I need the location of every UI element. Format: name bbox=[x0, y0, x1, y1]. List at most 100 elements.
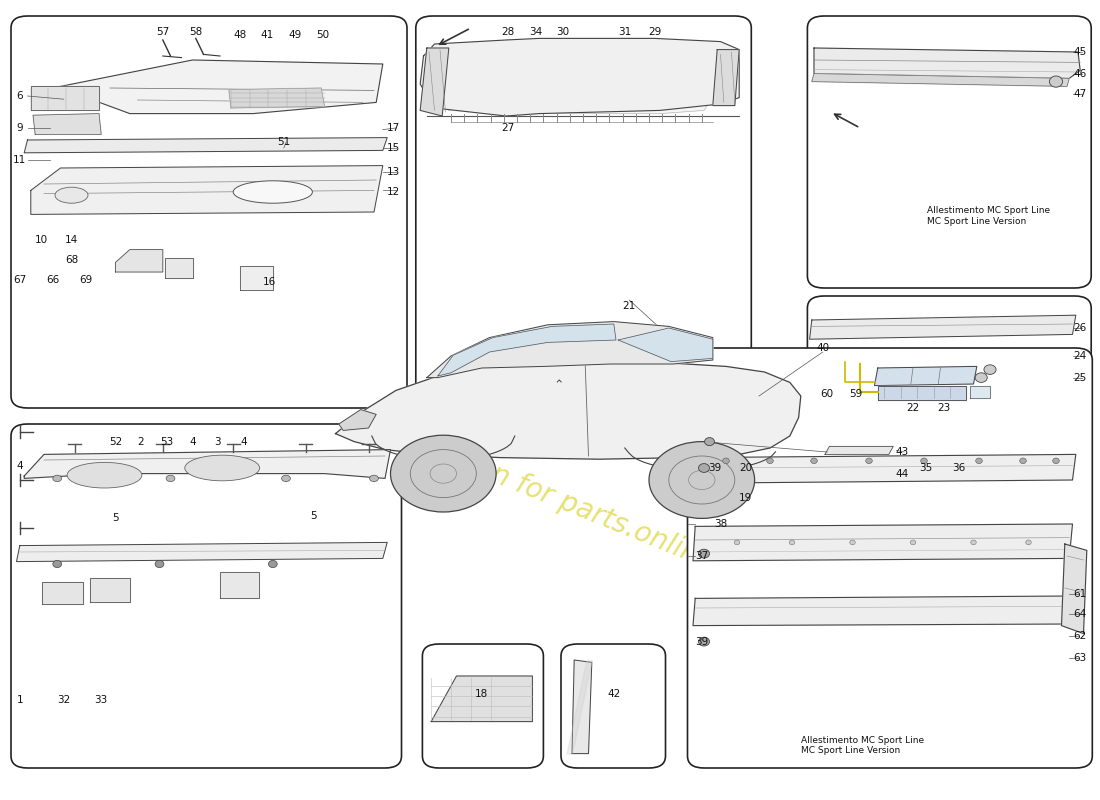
Ellipse shape bbox=[723, 458, 729, 464]
Text: 59: 59 bbox=[849, 389, 862, 398]
Polygon shape bbox=[693, 524, 1072, 561]
Polygon shape bbox=[229, 88, 324, 108]
Ellipse shape bbox=[698, 637, 710, 646]
Polygon shape bbox=[1062, 544, 1087, 634]
Ellipse shape bbox=[866, 458, 872, 464]
Polygon shape bbox=[572, 660, 592, 754]
Text: Allestimento MC Sport Line
MC Sport Line Version: Allestimento MC Sport Line MC Sport Line… bbox=[927, 206, 1050, 226]
Polygon shape bbox=[33, 114, 101, 134]
FancyBboxPatch shape bbox=[807, 296, 1091, 516]
Text: 62: 62 bbox=[1074, 631, 1087, 641]
Polygon shape bbox=[16, 542, 387, 562]
Ellipse shape bbox=[976, 458, 982, 464]
Text: 13: 13 bbox=[387, 167, 400, 177]
Ellipse shape bbox=[1049, 76, 1063, 87]
Polygon shape bbox=[240, 266, 273, 290]
Ellipse shape bbox=[735, 540, 739, 545]
FancyBboxPatch shape bbox=[422, 644, 543, 768]
FancyBboxPatch shape bbox=[688, 348, 1092, 768]
Ellipse shape bbox=[921, 458, 927, 464]
Text: 19: 19 bbox=[739, 493, 752, 502]
Polygon shape bbox=[90, 578, 130, 602]
Ellipse shape bbox=[698, 549, 710, 558]
Text: a passion for parts.online: a passion for parts.online bbox=[382, 417, 718, 575]
Text: ⌃: ⌃ bbox=[553, 379, 564, 392]
Text: 34: 34 bbox=[529, 27, 542, 37]
Ellipse shape bbox=[53, 560, 62, 568]
Text: 4: 4 bbox=[16, 461, 23, 470]
FancyBboxPatch shape bbox=[561, 644, 666, 768]
Polygon shape bbox=[825, 467, 893, 475]
Text: 27: 27 bbox=[502, 123, 515, 133]
Text: 68: 68 bbox=[65, 255, 78, 265]
Ellipse shape bbox=[282, 475, 290, 482]
Text: 15: 15 bbox=[387, 143, 400, 153]
Polygon shape bbox=[874, 366, 977, 386]
Text: 57: 57 bbox=[156, 27, 169, 37]
Text: 42: 42 bbox=[607, 690, 620, 699]
Text: 58: 58 bbox=[189, 27, 202, 37]
Ellipse shape bbox=[911, 540, 915, 545]
Polygon shape bbox=[165, 258, 192, 278]
Text: 32: 32 bbox=[57, 695, 70, 705]
Text: 20: 20 bbox=[739, 463, 752, 473]
Polygon shape bbox=[427, 322, 713, 378]
Text: 31: 31 bbox=[618, 27, 631, 37]
FancyBboxPatch shape bbox=[11, 16, 407, 408]
Text: 26: 26 bbox=[1074, 323, 1087, 333]
Text: 14: 14 bbox=[65, 235, 78, 245]
Text: 1: 1 bbox=[16, 695, 23, 705]
Polygon shape bbox=[431, 676, 532, 722]
Ellipse shape bbox=[166, 475, 175, 482]
Polygon shape bbox=[825, 446, 893, 454]
Text: 51: 51 bbox=[277, 138, 290, 147]
Polygon shape bbox=[116, 250, 163, 272]
Text: 47: 47 bbox=[1074, 90, 1087, 99]
Ellipse shape bbox=[268, 560, 277, 568]
Ellipse shape bbox=[984, 365, 997, 374]
FancyBboxPatch shape bbox=[11, 424, 402, 768]
Ellipse shape bbox=[704, 438, 715, 446]
Polygon shape bbox=[24, 450, 390, 478]
Text: 36: 36 bbox=[953, 463, 966, 473]
Text: 28: 28 bbox=[502, 27, 515, 37]
Text: 35: 35 bbox=[920, 463, 933, 473]
Circle shape bbox=[649, 442, 755, 518]
Ellipse shape bbox=[790, 540, 794, 545]
Ellipse shape bbox=[1025, 540, 1032, 545]
Text: 21: 21 bbox=[623, 301, 636, 310]
Text: 49: 49 bbox=[288, 30, 301, 40]
Text: 30: 30 bbox=[557, 27, 570, 37]
Ellipse shape bbox=[976, 373, 988, 382]
Text: 39: 39 bbox=[708, 463, 722, 473]
Ellipse shape bbox=[233, 181, 312, 203]
Polygon shape bbox=[60, 60, 383, 114]
Polygon shape bbox=[810, 315, 1076, 339]
Text: 63: 63 bbox=[1074, 653, 1087, 662]
Text: 6: 6 bbox=[16, 91, 23, 101]
Ellipse shape bbox=[849, 540, 856, 545]
Polygon shape bbox=[31, 86, 99, 110]
Polygon shape bbox=[878, 386, 966, 400]
Text: 2: 2 bbox=[138, 437, 144, 446]
Ellipse shape bbox=[811, 458, 817, 464]
Text: 9: 9 bbox=[16, 123, 23, 133]
Polygon shape bbox=[438, 54, 715, 114]
Polygon shape bbox=[420, 48, 449, 116]
Text: 24: 24 bbox=[1074, 351, 1087, 361]
Ellipse shape bbox=[67, 462, 142, 488]
Ellipse shape bbox=[370, 475, 378, 482]
Text: 66: 66 bbox=[46, 275, 59, 285]
Text: 64: 64 bbox=[1074, 610, 1087, 619]
Text: 18: 18 bbox=[475, 690, 488, 699]
Text: 11: 11 bbox=[13, 155, 26, 165]
Polygon shape bbox=[31, 166, 383, 214]
Ellipse shape bbox=[55, 187, 88, 203]
Text: 60: 60 bbox=[821, 389, 834, 398]
Text: 45: 45 bbox=[1074, 47, 1087, 57]
Text: 44: 44 bbox=[895, 469, 909, 478]
Text: 4: 4 bbox=[189, 437, 196, 446]
Text: 4: 4 bbox=[241, 437, 248, 446]
Text: 23: 23 bbox=[937, 403, 950, 413]
Text: 12: 12 bbox=[387, 187, 400, 197]
